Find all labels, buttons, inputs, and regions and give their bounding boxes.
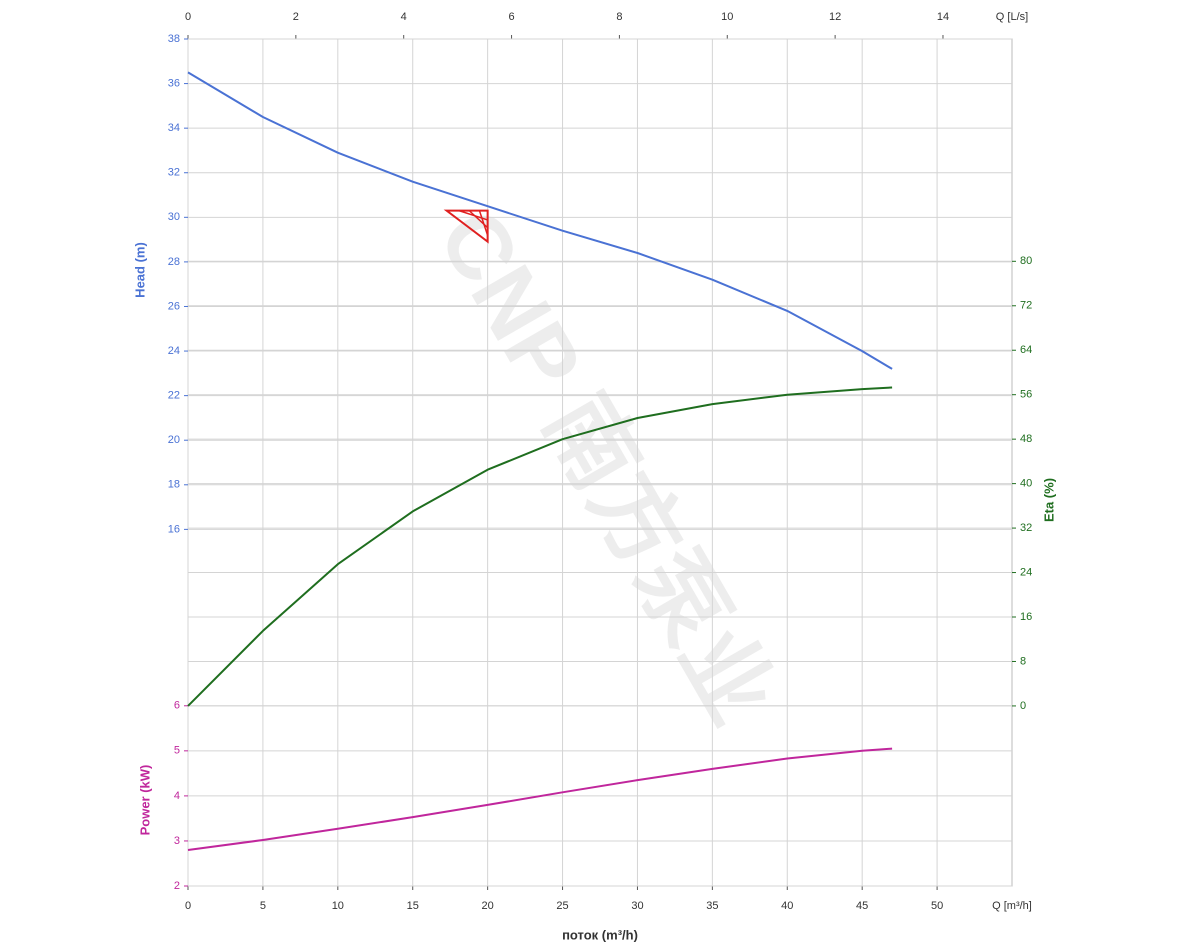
y2-tick-label: 8: [1020, 655, 1026, 667]
y3-tick-label: 4: [174, 790, 180, 802]
x-tick-label: 45: [856, 900, 868, 912]
y-tick-label: 30: [168, 211, 180, 223]
x-tick-label: 0: [185, 900, 191, 912]
x2-tick-label: 8: [616, 11, 622, 23]
y2-tick-label: 16: [1020, 611, 1032, 623]
y2-tick-label: 40: [1020, 478, 1032, 490]
y3-tick-label: 2: [174, 880, 180, 892]
x2-axis-title: Q [L/s]: [996, 11, 1028, 23]
x2-tick-label: 10: [721, 11, 733, 23]
x-tick-label: 40: [781, 900, 793, 912]
x-tick-label: 35: [706, 900, 718, 912]
x-axis-unit: Q [m³/h]: [992, 900, 1032, 912]
curve: [187, 386, 893, 707]
y-tick-label: 34: [168, 122, 180, 134]
curve: [187, 71, 893, 370]
x-axis-title: поток (m³/h): [562, 927, 638, 942]
x-tick-label: 30: [631, 900, 643, 912]
x-tick-label: 20: [482, 900, 494, 912]
y2-tick-label: 24: [1020, 566, 1032, 578]
y2-axis-title: Eta (%): [1041, 478, 1056, 522]
x2-tick-label: 6: [508, 11, 514, 23]
y2-tick-label: 56: [1020, 389, 1032, 401]
y2-tick-label: 72: [1020, 300, 1032, 312]
y-axis-title: Head (m): [132, 242, 147, 298]
y-tick-label: 26: [168, 300, 180, 312]
y-tick-label: 18: [168, 479, 180, 491]
x2-tick-label: 12: [829, 11, 841, 23]
x2-tick-label: 4: [401, 11, 407, 23]
y2-tick-label: 48: [1020, 433, 1032, 445]
y2-tick-label: 32: [1020, 522, 1032, 534]
x2-tick-label: 2: [293, 11, 299, 23]
y2-tick-label: 64: [1020, 344, 1032, 356]
x-tick-label: 15: [407, 900, 419, 912]
x-tick-label: 25: [556, 900, 568, 912]
x-tick-label: 5: [260, 900, 266, 912]
y3-tick-label: 6: [174, 700, 180, 712]
y2-tick-label: 0: [1020, 700, 1026, 712]
duty-hatch: [478, 210, 489, 236]
curve: [187, 747, 893, 851]
y-tick-label: 22: [168, 390, 180, 402]
y-tick-label: 38: [168, 33, 180, 45]
y-tick-label: 20: [168, 434, 180, 446]
y-tick-label: 36: [168, 77, 180, 89]
x2-tick-label: 0: [185, 11, 191, 23]
y-tick-label: 24: [168, 345, 180, 357]
y-tick-label: 32: [168, 167, 180, 179]
y2-tick-label: 80: [1020, 255, 1032, 267]
y3-tick-label: 5: [174, 745, 180, 757]
x2-tick-label: 14: [937, 11, 949, 23]
y-tick-label: 16: [168, 523, 180, 535]
x-tick-label: 50: [931, 900, 943, 912]
watermark: CNP 南方泵业: [419, 194, 792, 741]
y-tick-label: 28: [168, 256, 180, 268]
duty-point: [443, 209, 489, 244]
y3-tick-label: 3: [174, 835, 180, 847]
y3-axis-title: Power (kW): [137, 765, 152, 836]
x-tick-label: 10: [332, 900, 344, 912]
